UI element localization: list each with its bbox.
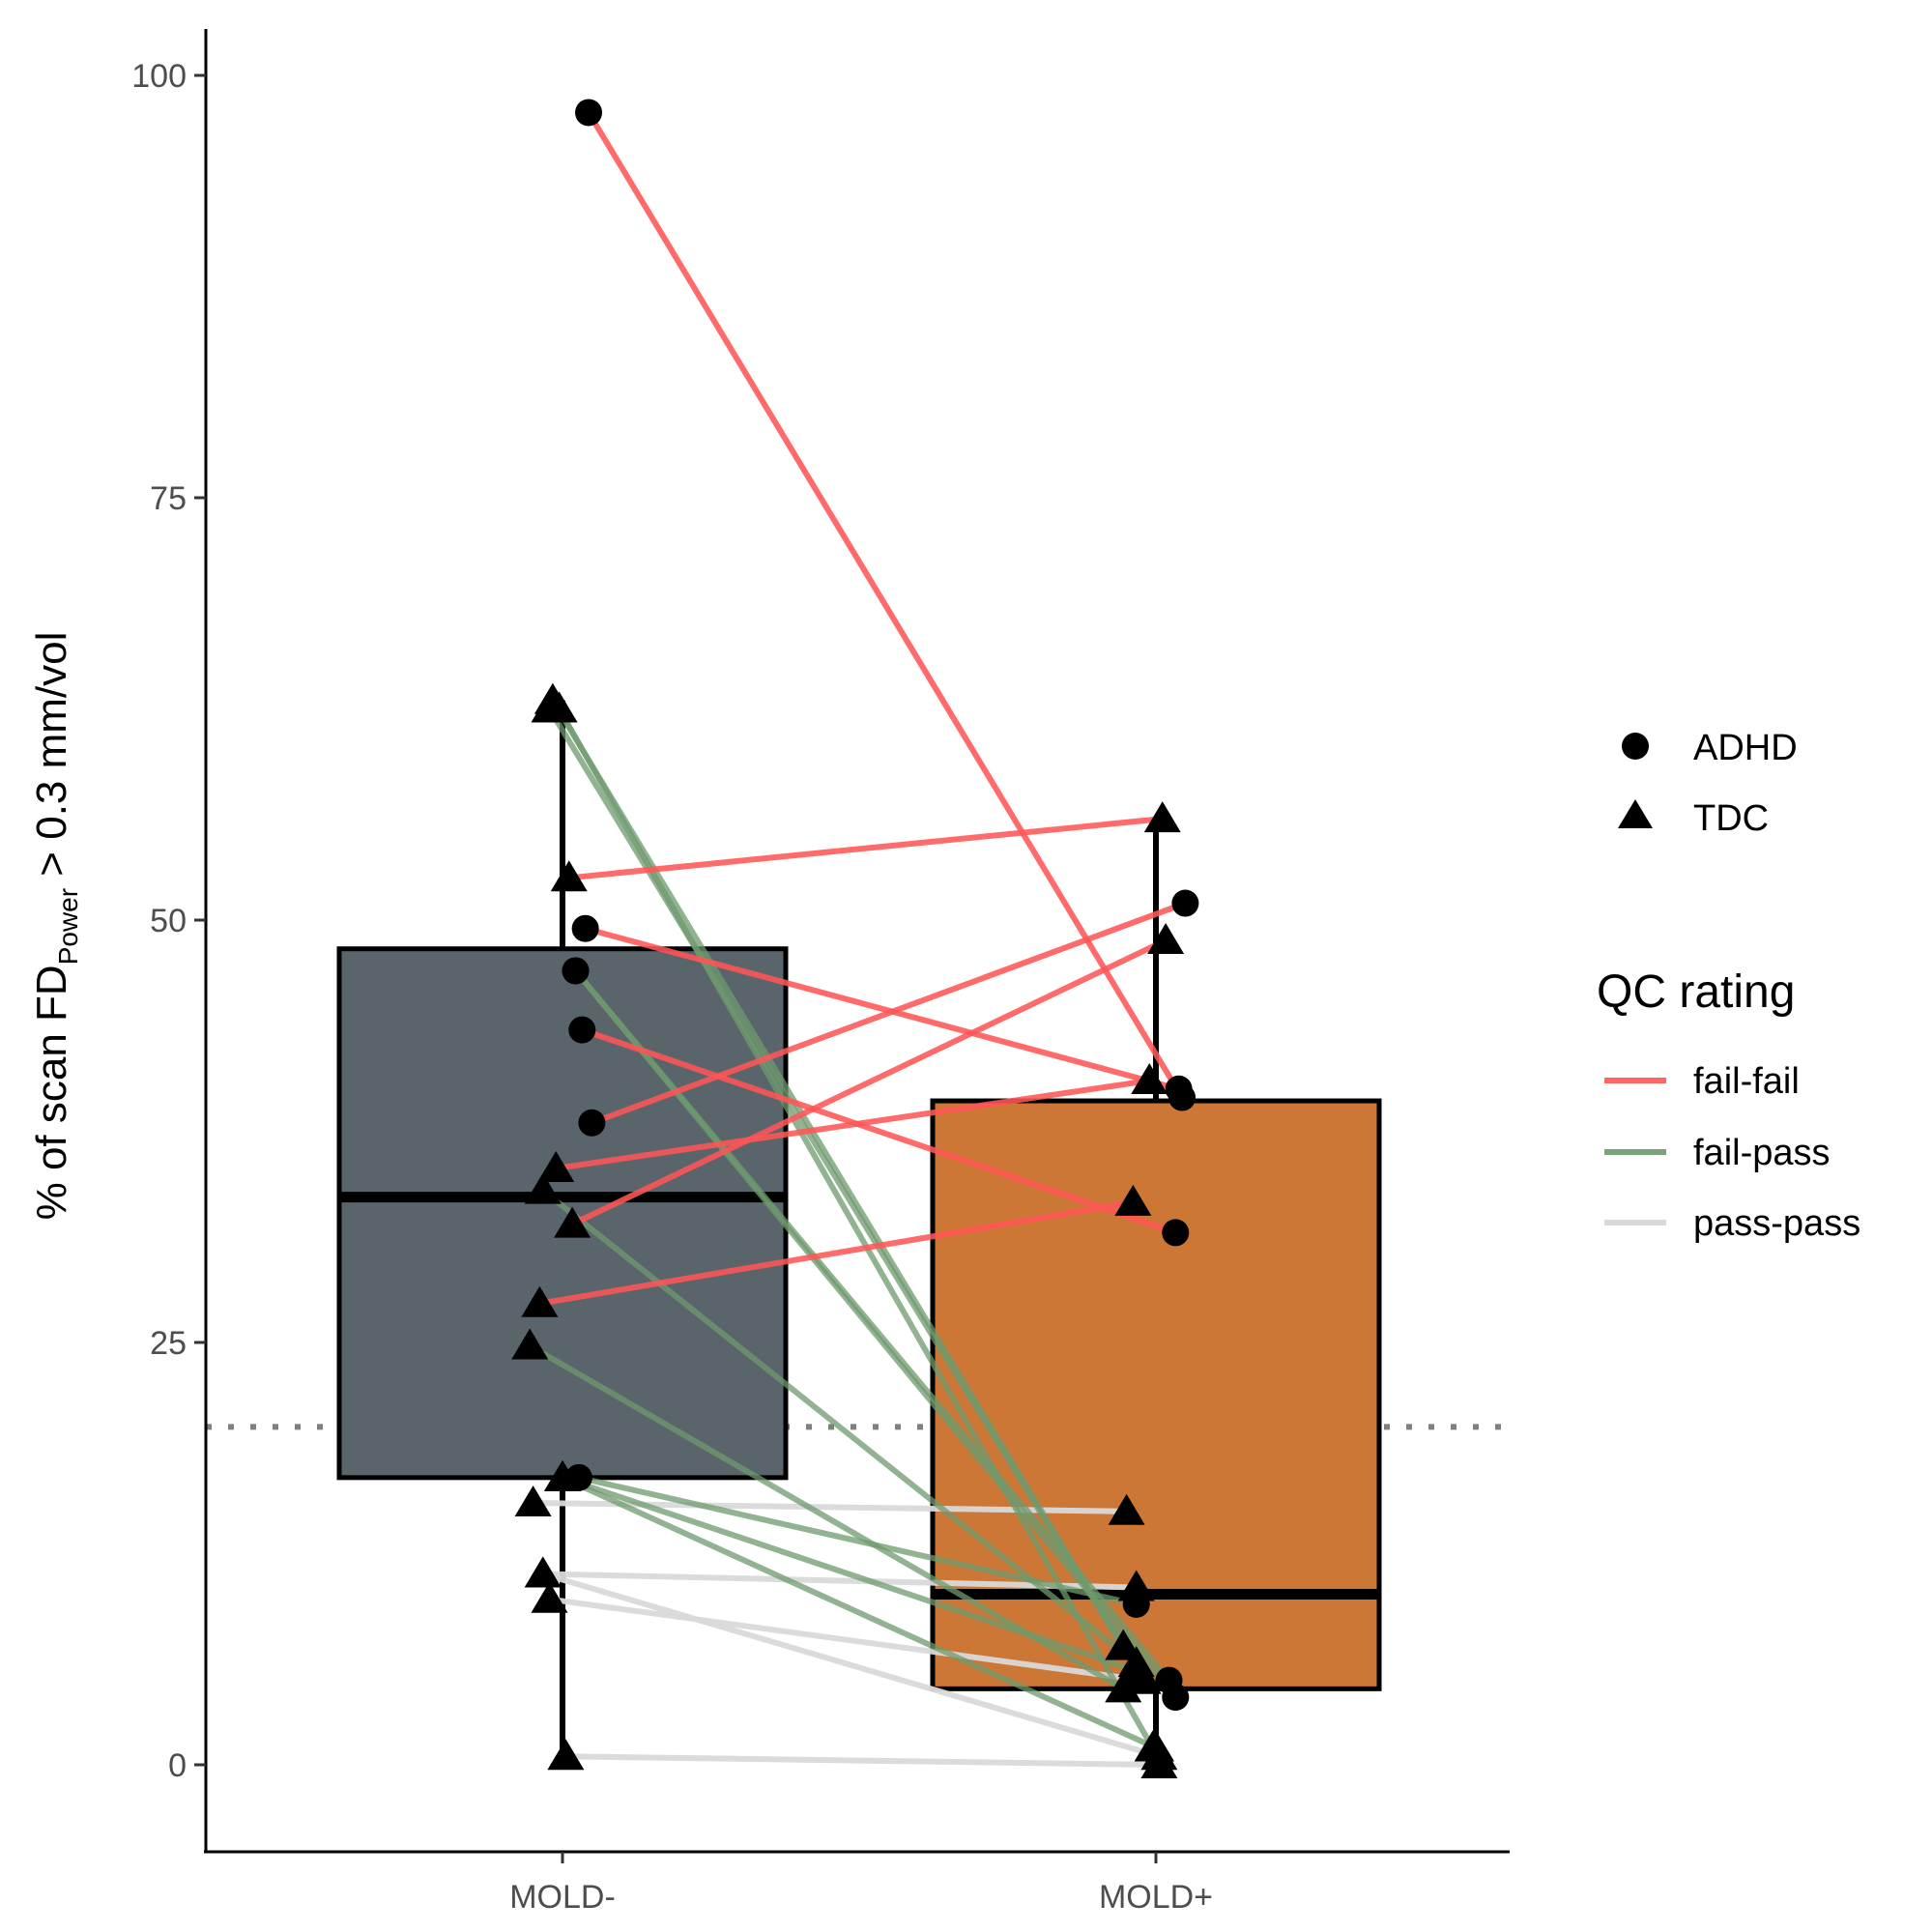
point-adhd-mold-plus bbox=[1162, 1684, 1190, 1712]
pair-line-fail-fail bbox=[536, 1198, 1137, 1307]
point-tdc-mold-plus bbox=[1108, 1493, 1145, 1525]
axes-layer bbox=[204, 29, 1510, 1854]
y-axis-title-suffix: > 0.3 mm/vol bbox=[28, 632, 75, 888]
point-tdc-mold-minus bbox=[537, 1150, 575, 1182]
point-adhd-mold-minus bbox=[571, 914, 599, 942]
y-tick-label: 100 bbox=[131, 58, 187, 95]
legend-label-fail-pass: fail-pass bbox=[1693, 1133, 1831, 1173]
point-tdc-mold-minus bbox=[550, 860, 588, 892]
point-tdc-mold-plus bbox=[1117, 1570, 1155, 1601]
point-adhd-mold-plus bbox=[1171, 889, 1199, 917]
point-adhd-mold-minus bbox=[575, 99, 603, 127]
box-mold-plus bbox=[930, 1098, 1382, 1691]
legend: ADHD TDC QC rating fail-fail fail-pass p… bbox=[1597, 728, 1860, 1244]
legend-key-triangle bbox=[1618, 799, 1653, 828]
point-adhd-mold-plus bbox=[1162, 1219, 1190, 1247]
pair-line-fail-fail bbox=[582, 925, 1182, 1092]
point-tdc-mold-minus bbox=[524, 1556, 562, 1588]
line-layer bbox=[527, 109, 1189, 1768]
y-tick-label: 75 bbox=[150, 480, 187, 517]
legend-label-tdc: TDC bbox=[1693, 798, 1769, 839]
pair-line-fail-fail bbox=[586, 109, 1186, 1101]
y-axis-title-subscript: Power bbox=[53, 888, 83, 965]
point-tdc-mold-minus bbox=[524, 1172, 562, 1204]
point-adhd-mold-minus bbox=[562, 957, 590, 985]
pair-line-fail-fail bbox=[589, 900, 1189, 1126]
point-tdc-mold-plus bbox=[1131, 1063, 1168, 1095]
point-tdc-mold-plus bbox=[1114, 1184, 1152, 1216]
point-tdc-mold-minus bbox=[544, 1459, 581, 1491]
x-tick-label: MOLD+ bbox=[1099, 1879, 1213, 1916]
point-tdc-mold-plus bbox=[1140, 1739, 1178, 1771]
y-tick-label: 0 bbox=[168, 1747, 187, 1784]
pair-line-pass-pass bbox=[539, 1571, 1163, 1760]
pair-line-fail-fail bbox=[579, 1026, 1179, 1236]
point-tdc-mold-minus bbox=[531, 1581, 568, 1613]
legend-label-pass-pass: pass-pass bbox=[1693, 1203, 1860, 1244]
pair-line-fail-fail bbox=[569, 937, 1169, 1227]
y-axis-title-prefix: % of scan FD bbox=[28, 965, 75, 1220]
legend-key-circle bbox=[1622, 733, 1649, 760]
point-tdc-mold-minus bbox=[514, 1485, 552, 1517]
pair-line-fail-pass bbox=[575, 1474, 1139, 1607]
point-tdc-mold-minus bbox=[547, 1739, 585, 1771]
box-mold-minus bbox=[336, 946, 789, 1481]
pair-line-fail-fail bbox=[565, 816, 1166, 881]
point-tdc-mold-plus bbox=[1105, 1671, 1142, 1703]
point-tdc-mold-minus bbox=[521, 1285, 559, 1317]
pair-line-fail-pass bbox=[549, 697, 1127, 1650]
point-tdc-mold-plus bbox=[1124, 1662, 1162, 1694]
y-axis-title: % of scan FDPower > 0.3 mm/vol bbox=[28, 632, 83, 1221]
legend-label-fail-fail: fail-fail bbox=[1693, 1061, 1800, 1102]
point-layer bbox=[511, 99, 1199, 1778]
point-tdc-mold-minus bbox=[554, 1206, 591, 1238]
pair-line-fail-pass bbox=[560, 1474, 1159, 1751]
y-tick-label: 50 bbox=[150, 903, 187, 939]
pair-line-pass-pass bbox=[546, 1596, 1146, 1684]
ytick-layer: 0 25 50 75 100 bbox=[131, 58, 206, 1784]
pair-line-fail-pass bbox=[556, 706, 1156, 1751]
point-adhd-mold-minus bbox=[578, 1109, 606, 1137]
pair-line-pass-pass bbox=[562, 1753, 1163, 1768]
point-tdc-mold-plus bbox=[1105, 1629, 1142, 1660]
shape-legend: ADHD TDC bbox=[1618, 728, 1798, 839]
xtick-layer: MOLD- MOLD+ bbox=[509, 1852, 1213, 1916]
legend-title-qc: QC rating bbox=[1597, 966, 1795, 1018]
point-tdc-mold-plus bbox=[1147, 922, 1185, 954]
pair-line-fail-pass bbox=[560, 1474, 1143, 1675]
point-adhd-mold-minus bbox=[568, 1016, 596, 1044]
y-tick-label: 25 bbox=[150, 1325, 187, 1362]
point-tdc-mold-minus bbox=[533, 682, 571, 714]
pair-line-fail-fail bbox=[553, 1078, 1153, 1171]
legend-label-adhd: ADHD bbox=[1693, 728, 1798, 768]
point-tdc-mold-plus bbox=[1143, 801, 1181, 833]
point-tdc-mold-minus bbox=[511, 1328, 549, 1360]
color-legend: QC rating fail-fail fail-pass pass-pass bbox=[1597, 966, 1860, 1244]
point-adhd-mold-plus bbox=[1165, 1075, 1193, 1103]
x-tick-label: MOLD- bbox=[509, 1879, 616, 1916]
